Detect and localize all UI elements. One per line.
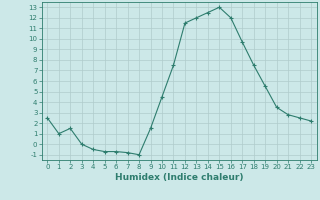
X-axis label: Humidex (Indice chaleur): Humidex (Indice chaleur) bbox=[115, 173, 244, 182]
